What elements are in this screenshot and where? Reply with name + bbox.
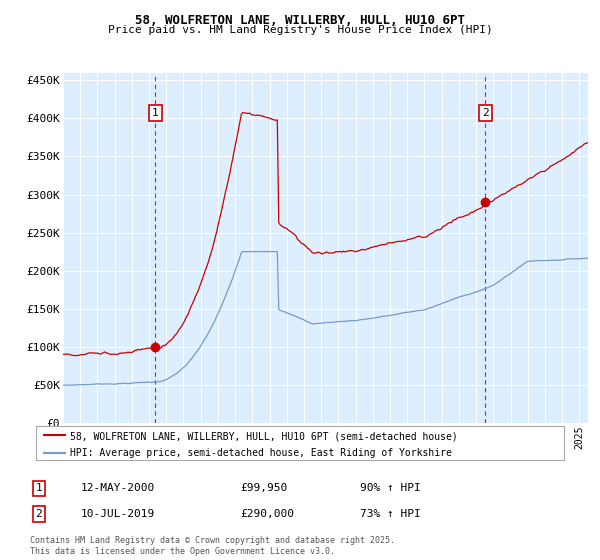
- Text: 1: 1: [35, 483, 43, 493]
- Text: HPI: Average price, semi-detached house, East Riding of Yorkshire: HPI: Average price, semi-detached house,…: [70, 449, 452, 459]
- Text: 12-MAY-2000: 12-MAY-2000: [81, 483, 155, 493]
- Text: 58, WOLFRETON LANE, WILLERBY, HULL, HU10 6PT: 58, WOLFRETON LANE, WILLERBY, HULL, HU10…: [135, 14, 465, 27]
- Text: 10-JUL-2019: 10-JUL-2019: [81, 509, 155, 519]
- Text: 1: 1: [152, 108, 158, 118]
- Text: 90% ↑ HPI: 90% ↑ HPI: [360, 483, 421, 493]
- Text: Contains HM Land Registry data © Crown copyright and database right 2025.
This d: Contains HM Land Registry data © Crown c…: [30, 536, 395, 556]
- Text: 2: 2: [35, 509, 43, 519]
- Text: £290,000: £290,000: [240, 509, 294, 519]
- Text: 58, WOLFRETON LANE, WILLERBY, HULL, HU10 6PT (semi-detached house): 58, WOLFRETON LANE, WILLERBY, HULL, HU10…: [70, 431, 458, 441]
- Text: Price paid vs. HM Land Registry's House Price Index (HPI): Price paid vs. HM Land Registry's House …: [107, 25, 493, 35]
- Text: £99,950: £99,950: [240, 483, 287, 493]
- Text: 2: 2: [482, 108, 488, 118]
- Text: 73% ↑ HPI: 73% ↑ HPI: [360, 509, 421, 519]
